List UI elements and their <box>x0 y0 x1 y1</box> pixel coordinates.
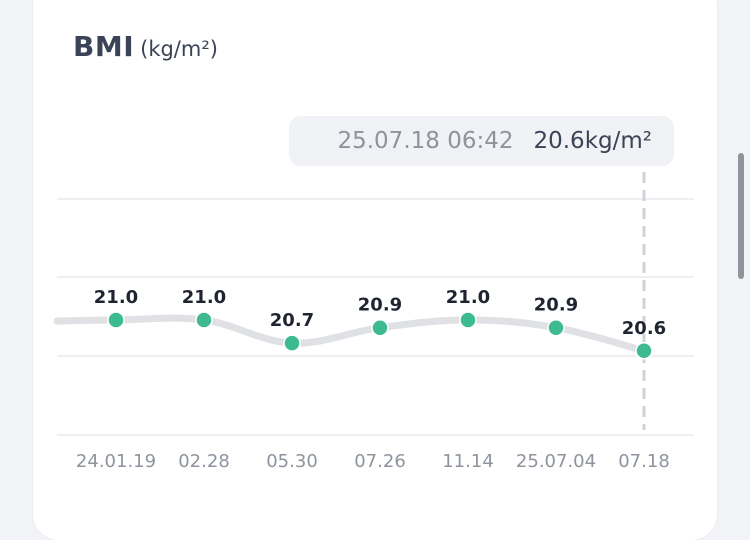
x-tick-label: 02.28 <box>178 451 230 472</box>
data-value-label: 21.0 <box>182 287 226 308</box>
data-point[interactable] <box>371 318 389 337</box>
data-point[interactable] <box>635 342 653 360</box>
x-tick-label: 11.14 <box>442 451 494 472</box>
chart-value-labels: 21.0 21.0 20.7 20.9 21.0 20.9 20.6 <box>94 287 666 339</box>
data-value-label: 21.0 <box>94 287 138 308</box>
chart-x-tick-labels: 24.01.19 02.28 05.30 07.26 11.14 25.07.04 07.1… <box>76 451 670 472</box>
tooltip-datetime: 25.07.18 06:42 <box>337 128 514 154</box>
chart-title: BMI <box>73 30 135 63</box>
selected-point-tooltip: 25.07.18 06:42 20.6kg/m² <box>289 116 674 166</box>
data-value-label: 20.9 <box>358 295 402 316</box>
data-value-label: 20.7 <box>270 310 314 331</box>
data-point[interactable] <box>547 318 565 337</box>
chart-header: BMI (kg/m²) <box>73 30 218 63</box>
x-tick-label: 05.30 <box>266 451 318 472</box>
data-point[interactable] <box>283 334 301 352</box>
data-point[interactable] <box>107 311 125 329</box>
data-point[interactable] <box>195 311 213 329</box>
bmi-line-chart[interactable]: 21.0 21.0 20.7 20.9 21.0 20.9 20.6 24.01.19 02.… <box>0 0 750 513</box>
vertical-scrollbar[interactable] <box>738 153 744 279</box>
data-value-label: 20.6 <box>622 318 666 339</box>
data-value-label: 20.9 <box>534 295 578 316</box>
bmi-card <box>33 0 717 540</box>
data-point[interactable] <box>459 311 477 329</box>
x-tick-label: 07.18 <box>618 451 670 472</box>
data-value-label: 21.0 <box>446 287 490 308</box>
tooltip-value: 20.6kg/m² <box>533 128 652 154</box>
chart-points[interactable] <box>107 311 653 360</box>
chart-gridlines <box>57 198 694 436</box>
x-tick-label: 24.01.19 <box>76 451 156 472</box>
chart-unit: (kg/m²) <box>140 37 218 61</box>
x-tick-label: 07.26 <box>354 451 406 472</box>
x-tick-label: 25.07.04 <box>516 451 596 472</box>
